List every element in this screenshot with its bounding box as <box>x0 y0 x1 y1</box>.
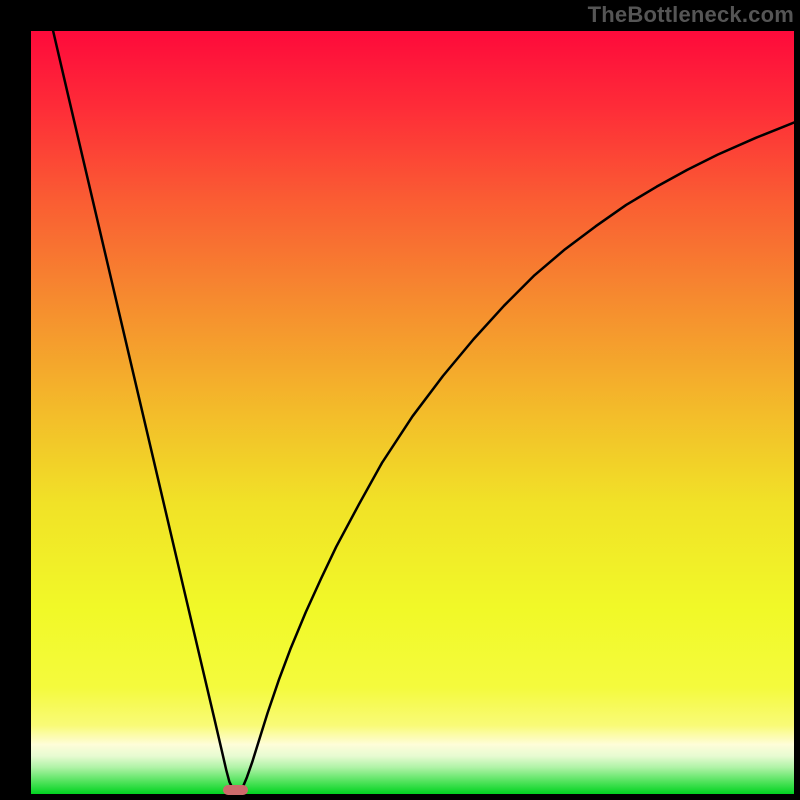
bottleneck-curve <box>31 31 794 794</box>
watermark-text: TheBottleneck.com <box>588 2 794 28</box>
plot-area <box>31 31 794 794</box>
optimum-marker <box>223 785 248 795</box>
chart-container: { "watermark": { "text": "TheBottleneck.… <box>0 0 800 800</box>
